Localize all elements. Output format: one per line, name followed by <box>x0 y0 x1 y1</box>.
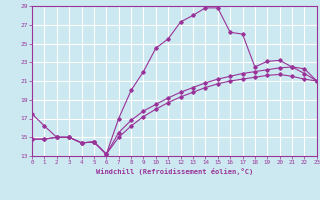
X-axis label: Windchill (Refroidissement éolien,°C): Windchill (Refroidissement éolien,°C) <box>96 168 253 175</box>
